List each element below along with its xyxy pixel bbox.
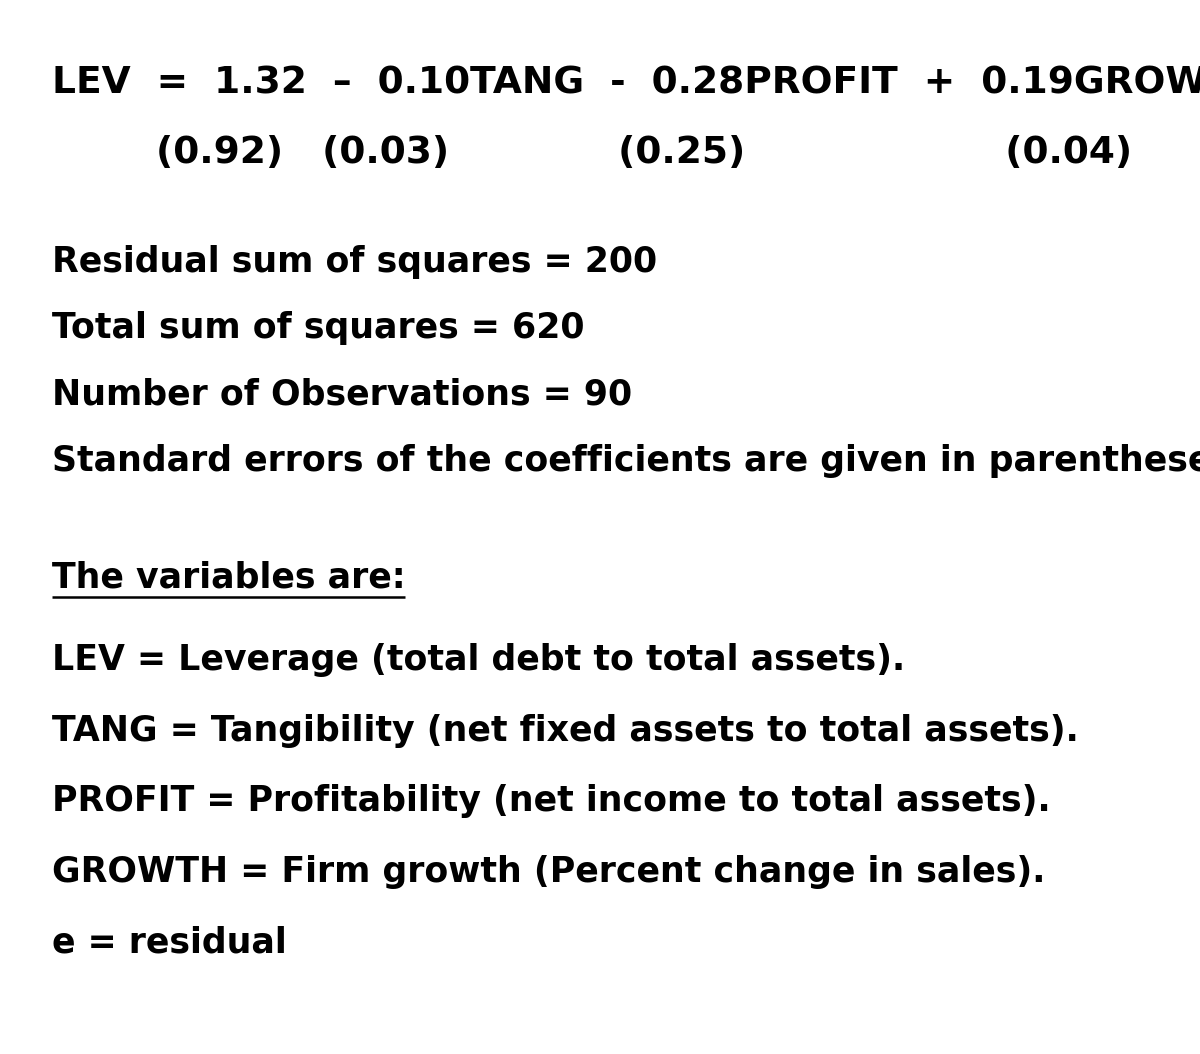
Text: Residual sum of squares = 200: Residual sum of squares = 200 xyxy=(52,245,656,278)
Text: (0.92)   (0.03)             (0.25)                    (0.04): (0.92) (0.03) (0.25) (0.04) xyxy=(52,135,1132,171)
Text: The variables are:: The variables are: xyxy=(52,561,406,594)
Text: Standard errors of the coefficients are given in parentheses.: Standard errors of the coefficients are … xyxy=(52,444,1200,477)
Text: LEV  =  1.32  –  0.10TANG  -  0.28PROFIT  +  0.19GROWTH + e: LEV = 1.32 – 0.10TANG - 0.28PROFIT + 0.1… xyxy=(52,65,1200,101)
Text: GROWTH = Firm growth (Percent change in sales).: GROWTH = Firm growth (Percent change in … xyxy=(52,855,1045,889)
Text: e = residual: e = residual xyxy=(52,925,287,959)
Text: Number of Observations = 90: Number of Observations = 90 xyxy=(52,377,631,411)
Text: LEV = Leverage (total debt to total assets).: LEV = Leverage (total debt to total asse… xyxy=(52,643,905,677)
Text: PROFIT = Profitability (net income to total assets).: PROFIT = Profitability (net income to to… xyxy=(52,784,1050,818)
Text: TANG = Tangibility (net fixed assets to total assets).: TANG = Tangibility (net fixed assets to … xyxy=(52,714,1079,747)
Text: Total sum of squares = 620: Total sum of squares = 620 xyxy=(52,311,584,345)
